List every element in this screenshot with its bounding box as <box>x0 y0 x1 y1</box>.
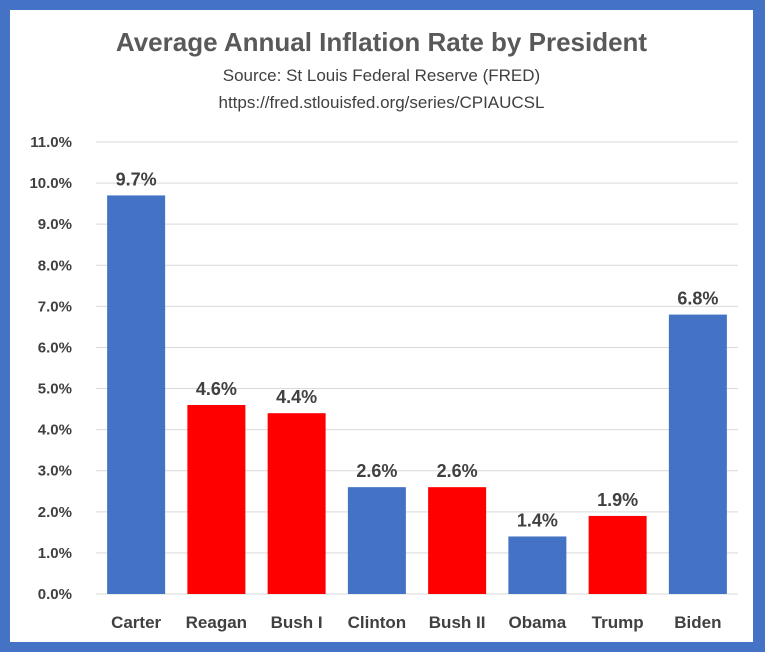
y-tick-label: 5.0% <box>38 381 72 398</box>
y-tick-label: 0.0% <box>38 586 72 603</box>
x-category-label: Trump <box>592 613 644 632</box>
y-tick-label: 3.0% <box>38 463 72 480</box>
bar-clinton <box>347 487 406 594</box>
y-tick-label: 1.0% <box>38 545 72 562</box>
y-tick-label: 8.0% <box>38 257 72 274</box>
bar-chart: 0.0% 1.0% 2.0% 3.0% 4.0% 5.0% 6.0% 7.0% 8.0% 9.0%… <box>29 134 738 632</box>
data-labels: 9.7% 4.6% 4.4% 2.6% 2.6% 1.4% 1.9% 6.8% <box>116 169 719 530</box>
bars <box>107 195 727 594</box>
data-label: 1.9% <box>597 490 638 510</box>
x-category-label: Carter <box>111 613 161 632</box>
bar-carter <box>107 195 166 594</box>
data-label: 4.6% <box>196 379 237 399</box>
data-label: 9.7% <box>116 169 157 189</box>
y-tick-label: 6.0% <box>38 339 72 356</box>
x-category-label: Biden <box>674 613 721 632</box>
bar-bush-i <box>267 413 326 594</box>
y-tick-label: 4.0% <box>38 422 72 439</box>
bar-reagan <box>187 404 246 594</box>
bar-trump <box>588 515 647 594</box>
chart-subtitle-source: Source: St Louis Federal Reserve (FRED) <box>222 66 541 85</box>
chart-subtitle-url: https://fred.stlouisfed.org/series/CPIAU… <box>218 93 545 112</box>
x-category-label: Bush I <box>271 613 323 632</box>
y-tick-label: 7.0% <box>38 298 72 315</box>
data-label: 2.6% <box>437 461 478 481</box>
x-category-label: Bush II <box>429 613 486 632</box>
y-tick-label: 11.0% <box>30 134 72 151</box>
y-tick-label: 10.0% <box>29 175 72 192</box>
data-label: 6.8% <box>677 289 718 309</box>
data-label: 4.4% <box>276 387 317 407</box>
x-category-label: Reagan <box>186 613 247 632</box>
y-tick-label: 2.0% <box>38 504 72 521</box>
chart-frame: Average Annual Inflation Rate by Preside… <box>10 10 753 642</box>
x-category-label: Obama <box>509 613 567 632</box>
y-tick-label: 9.0% <box>38 216 72 233</box>
x-category-label: Clinton <box>348 613 407 632</box>
data-label: 1.4% <box>517 510 558 530</box>
bar-bush-ii <box>428 487 487 594</box>
bar-obama <box>508 536 567 594</box>
gridlines <box>96 141 738 595</box>
bar-biden <box>668 314 727 594</box>
x-axis-categories: Carter Reagan Bush I Clinton Bush II Obama Tru… <box>111 613 721 632</box>
data-label: 2.6% <box>356 461 397 481</box>
y-axis-ticks: 0.0% 1.0% 2.0% 3.0% 4.0% 5.0% 6.0% 7.0% 8.0% 9.0%… <box>29 134 72 603</box>
chart-title: Average Annual Inflation Rate by Preside… <box>115 27 648 57</box>
